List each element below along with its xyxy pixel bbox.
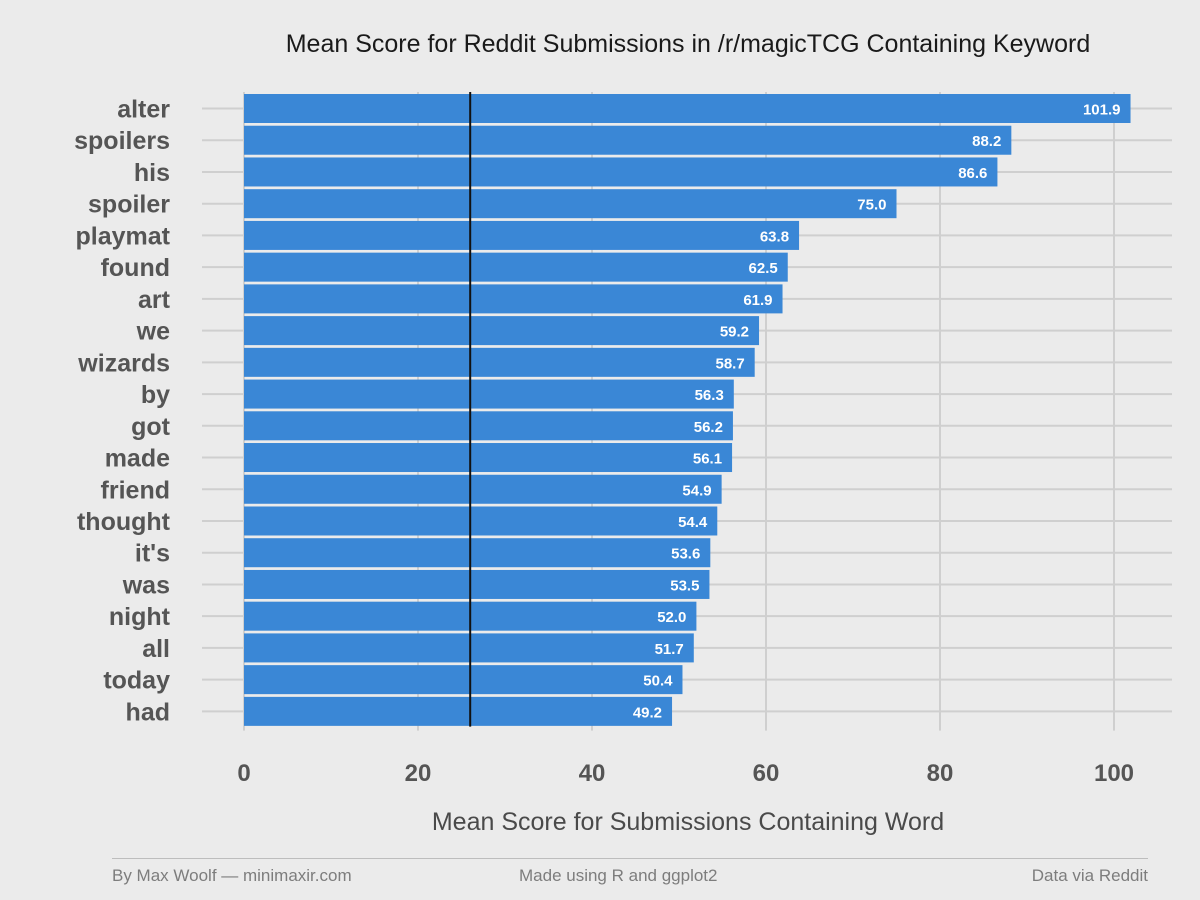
category-label: had: [126, 698, 170, 726]
x-tick-label: 20: [405, 760, 432, 787]
bar: [244, 379, 734, 409]
footer-source: Data via Reddit: [1031, 866, 1148, 885]
bars: 101.9 88.2 86.6 75.0 63.8 62.5 61.9 59.2 58.7 56.…: [244, 94, 1131, 726]
bar: [244, 443, 733, 473]
category-label: wizards: [77, 349, 170, 377]
category-label: was: [122, 571, 170, 599]
bar: [244, 252, 788, 282]
bar-value-label: 88.2: [972, 133, 1001, 150]
bar: [244, 506, 718, 536]
category-label: made: [105, 445, 170, 473]
x-tick-label: 100: [1094, 760, 1134, 787]
category-label: night: [109, 603, 171, 631]
footer-divider: [112, 858, 1148, 859]
bar: [244, 125, 1012, 155]
bar-value-label: 75.0: [857, 197, 886, 214]
bar-value-label: 58.7: [715, 355, 744, 372]
x-tick-label: 40: [579, 760, 606, 787]
category-label: spoilers: [74, 127, 170, 155]
bar-value-label: 50.4: [643, 673, 673, 690]
bar: [244, 316, 760, 346]
category-label: thought: [77, 508, 171, 536]
bar: [244, 157, 998, 187]
chart-title: Mean Score for Reddit Submissions in /r/…: [286, 30, 1091, 58]
x-tick-labels: 0 20 40 60 80 100: [237, 760, 1134, 787]
category-label: we: [136, 318, 170, 346]
category-label: all: [142, 635, 170, 663]
bar: [244, 411, 733, 441]
category-label: found: [101, 254, 170, 282]
category-label: playmat: [76, 222, 171, 250]
category-label: today: [103, 667, 170, 695]
bar-value-label: 53.5: [670, 577, 699, 594]
category-label: spoiler: [88, 191, 170, 219]
category-labels: alter spoilers his spoiler playmat found art we…: [74, 96, 171, 727]
x-tick-label: 80: [927, 760, 954, 787]
bar: [244, 538, 711, 568]
x-tick-label: 60: [753, 760, 780, 787]
footer-credit: By Max Woolf — minimaxir.com: [112, 866, 352, 885]
bar: [244, 633, 694, 663]
category-label: his: [134, 159, 170, 187]
bar-value-label: 52.0: [657, 609, 686, 626]
bar-value-label: 61.9: [743, 292, 772, 309]
bar: [244, 189, 897, 219]
bar: [244, 665, 683, 695]
category-label: by: [141, 381, 170, 409]
x-tick-label: 0: [237, 760, 250, 787]
bar-value-label: 63.8: [760, 228, 789, 245]
bar: [244, 94, 1131, 123]
category-label: it's: [135, 540, 170, 568]
bar-value-label: 56.3: [695, 387, 724, 404]
x-axis-title: Mean Score for Submissions Containing Wo…: [432, 808, 944, 836]
bar: [244, 284, 783, 314]
category-label: got: [131, 413, 171, 441]
bar: [244, 474, 722, 504]
bar-value-label: 54.4: [678, 514, 708, 531]
bar: [244, 569, 710, 599]
bar-value-label: 62.5: [749, 260, 778, 277]
category-label: friend: [101, 476, 170, 504]
bar-value-label: 53.6: [671, 546, 700, 563]
bar-value-label: 54.9: [682, 482, 711, 499]
bar-value-label: 56.1: [693, 451, 722, 468]
bar-value-label: 86.6: [958, 165, 987, 182]
bar: [244, 347, 755, 377]
bar: [244, 696, 673, 726]
category-label: alter: [117, 96, 170, 124]
bar-value-label: 59.2: [720, 324, 749, 341]
bar-value-label: 49.2: [633, 704, 662, 721]
bar-value-label: 51.7: [655, 641, 684, 658]
category-label: art: [138, 286, 171, 314]
bar: [244, 220, 800, 250]
footer-made-with: Made using R and ggplot2: [519, 866, 718, 885]
bar-value-label: 56.2: [694, 419, 723, 436]
bar-value-label: 101.9: [1083, 102, 1121, 119]
